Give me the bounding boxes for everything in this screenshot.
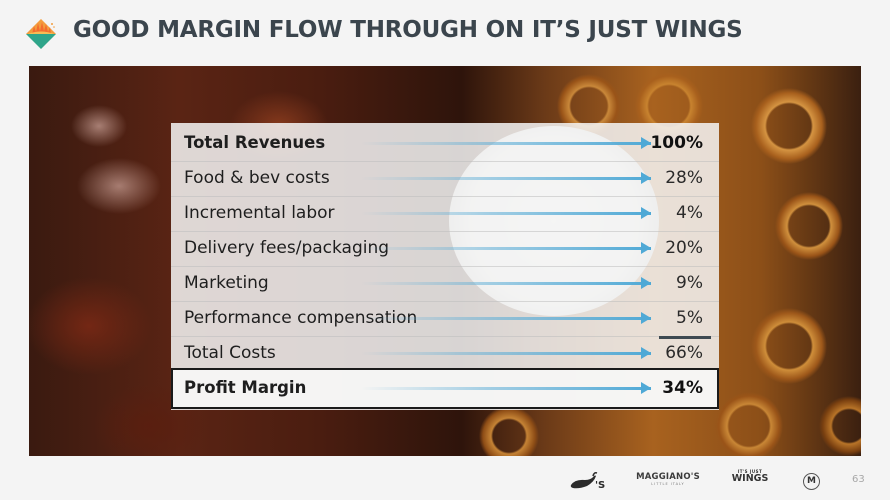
table-row-profit-margin: Profit Margin 34%: [171, 372, 719, 407]
page-number: 63: [852, 474, 865, 485]
row-label: Marketing: [184, 273, 269, 293]
m-badge-logo-icon: M: [803, 473, 820, 490]
margin-table-panel: Total Revenues 100% Food & bev costs 28%…: [171, 123, 719, 410]
arrowhead-icon: [641, 242, 651, 254]
wings-logo-text: WINGS: [731, 473, 769, 484]
arrowhead-icon: [641, 137, 651, 149]
row-value: 4%: [676, 203, 703, 223]
table-row-food-bev-costs: Food & bev costs 28%: [171, 162, 719, 197]
maggianos-logo-subtext: LITTLE ITALY: [651, 482, 685, 486]
row-label: Total Revenues: [184, 133, 326, 152]
maggianos-logo-text: MAGGIANO'S: [636, 472, 700, 482]
table-row-total-costs: Total Costs 66%: [171, 337, 719, 372]
profit-margin-box: Profit Margin 34%: [171, 368, 719, 409]
row-value: 100%: [650, 133, 703, 153]
row-value: 20%: [665, 238, 703, 258]
row-label: Profit Margin: [184, 378, 307, 397]
subtotal-divider: [659, 336, 711, 339]
footer: 'S MAGGIANO'S LITTLE ITALY IT'S JUST WIN…: [0, 460, 890, 500]
row-value: 28%: [665, 168, 703, 188]
table-row-marketing: Marketing 9%: [171, 267, 719, 302]
its-just-wings-logo: IT'S JUST WINGS: [730, 469, 770, 484]
arrow-icon: [361, 387, 651, 390]
row-label: Total Costs: [184, 343, 276, 363]
row-value: 9%: [676, 273, 703, 293]
chilis-logo-icon: 'S: [569, 471, 607, 491]
table-row-delivery-fees: Delivery fees/packaging 20%: [171, 232, 719, 267]
arrowhead-icon: [641, 312, 651, 324]
arrow-icon: [361, 352, 651, 355]
arrowhead-icon: [641, 347, 651, 359]
arrow-icon: [361, 317, 651, 320]
arrowhead-icon: [641, 277, 651, 289]
wings-logo-top-text: IT'S JUST: [737, 469, 763, 474]
arrow-icon: [361, 282, 651, 285]
arrowhead-icon: [641, 172, 651, 184]
svg-text:'S: 'S: [595, 480, 605, 491]
maggianos-logo: MAGGIANO'S LITTLE ITALY: [636, 472, 700, 486]
table-row-total-revenues: Total Revenues 100%: [171, 127, 719, 162]
brand-logo-icon: [25, 18, 57, 50]
row-label: Delivery fees/packaging: [184, 238, 390, 258]
table-row-performance-compensation: Performance compensation 5%: [171, 302, 719, 337]
arrow-icon: [361, 177, 651, 180]
row-label: Incremental labor: [184, 203, 335, 223]
arrowhead-icon: [641, 207, 651, 219]
row-label: Performance compensation: [184, 308, 418, 328]
arrow-icon: [361, 247, 651, 250]
arrow-icon: [361, 212, 651, 215]
row-label: Food & bev costs: [184, 168, 330, 188]
arrowhead-icon: [641, 382, 651, 394]
table-row-incremental-labor: Incremental labor 4%: [171, 197, 719, 232]
arrow-icon: [361, 142, 651, 145]
row-value: 34%: [662, 378, 703, 398]
row-value: 5%: [676, 308, 703, 328]
row-value: 66%: [665, 343, 703, 363]
page-title: GOOD MARGIN FLOW THROUGH ON IT’S JUST WI…: [73, 17, 743, 43]
